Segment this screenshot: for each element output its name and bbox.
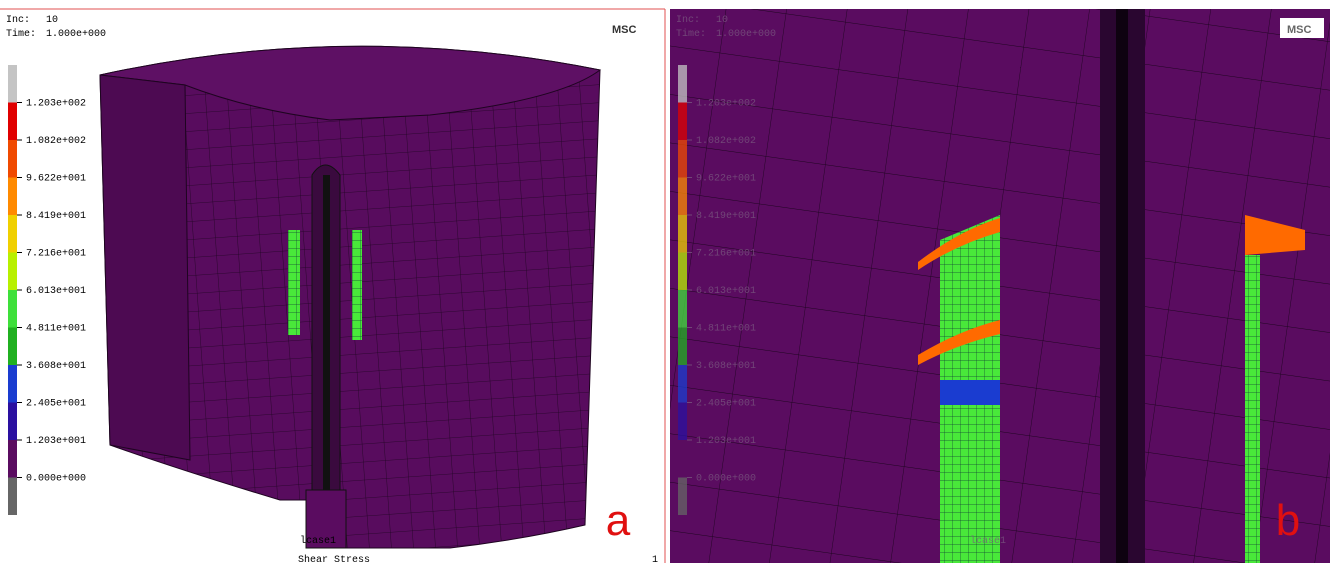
stress-zone xyxy=(288,230,300,335)
legend-swatch xyxy=(678,478,687,516)
page-number: 1 xyxy=(652,555,658,563)
legend-swatch xyxy=(8,140,17,178)
time-value: 1.000e+000 xyxy=(46,29,106,40)
legend-label: 1.203e+002 xyxy=(696,99,756,110)
legend-label: 3.608e+001 xyxy=(26,361,86,372)
channel-core xyxy=(1116,9,1128,563)
legend-swatch xyxy=(678,178,687,216)
legend-label: 1.203e+001 xyxy=(696,436,756,447)
legend-swatch xyxy=(678,103,687,141)
legend-swatch xyxy=(8,65,17,103)
legend-label: 6.013e+001 xyxy=(696,286,756,297)
legend-label: 4.811e+001 xyxy=(26,324,86,335)
page: {"panel_a": {"inc_label": "Inc:", "inc":… xyxy=(0,0,1330,563)
legend-label: 6.013e+001 xyxy=(26,286,86,297)
stress-band xyxy=(940,380,1000,405)
quantity: Shear Stress xyxy=(298,554,370,563)
legend-swatch xyxy=(678,215,687,253)
legend-label: 1.203e+002 xyxy=(26,99,86,110)
screenshot: Inc: 10 Time: 1.000e+000 MSC 1.203e+002 1.082e… xyxy=(0,0,1330,563)
legend-swatch xyxy=(8,440,17,478)
stress-zone xyxy=(1245,255,1260,563)
legend-label: 8.419e+001 xyxy=(26,211,86,222)
logo: MSC xyxy=(1287,24,1312,36)
legend-swatch xyxy=(8,178,17,216)
time-label: Time: xyxy=(6,28,36,40)
panel-letter: b xyxy=(1276,496,1300,545)
legend-label: 2.405e+001 xyxy=(26,399,86,410)
time-value: 1.000e+000 xyxy=(716,29,776,40)
legend-swatch xyxy=(8,328,17,366)
inc-value: 10 xyxy=(716,15,728,26)
logo: MSC xyxy=(612,24,637,36)
legend-label: 0.000e+000 xyxy=(26,474,86,485)
legend-label: 7.216e+001 xyxy=(26,249,86,260)
panel-a xyxy=(0,0,665,563)
legend-swatch xyxy=(678,253,687,291)
load-case: lcase1 xyxy=(970,535,1006,547)
legend-label: 3.608e+001 xyxy=(696,361,756,372)
legend-label: 8.419e+001 xyxy=(696,211,756,222)
legend-swatch xyxy=(678,440,687,478)
legend-swatch xyxy=(8,253,17,291)
legend-swatch xyxy=(678,365,687,403)
channel-core xyxy=(323,175,330,500)
legend-swatch xyxy=(8,103,17,141)
panel-letter: a xyxy=(606,496,631,545)
legend-label: 1.082e+002 xyxy=(696,136,756,147)
inc-label: Inc: xyxy=(676,15,700,26)
inc-label: Inc: xyxy=(6,15,30,26)
legend-label: 9.622e+001 xyxy=(696,174,756,185)
legend-label: 1.082e+002 xyxy=(26,136,86,147)
legend-swatch xyxy=(678,403,687,441)
time-label: Time: xyxy=(676,28,706,40)
legend-swatch xyxy=(678,140,687,178)
legend-label: 2.405e+001 xyxy=(696,399,756,410)
legend-swatch xyxy=(8,478,17,516)
legend-swatch xyxy=(8,215,17,253)
panel-b xyxy=(670,9,1330,563)
legend-label: 9.622e+001 xyxy=(26,174,86,185)
legend-swatch xyxy=(8,365,17,403)
legend-swatch xyxy=(8,290,17,328)
legend-label: 7.216e+001 xyxy=(696,249,756,260)
legend-label: 4.811e+001 xyxy=(696,324,756,335)
inc-value: 10 xyxy=(46,15,58,26)
legend-swatch xyxy=(678,290,687,328)
legend-swatch xyxy=(8,403,17,441)
legend-swatch xyxy=(678,65,687,103)
stress-zone xyxy=(352,230,362,340)
legend-swatch xyxy=(678,328,687,366)
load-case: lcase1 xyxy=(300,535,336,547)
legend-label: 1.203e+001 xyxy=(26,436,86,447)
cut-face xyxy=(100,75,190,460)
legend-label: 0.000e+000 xyxy=(696,474,756,485)
